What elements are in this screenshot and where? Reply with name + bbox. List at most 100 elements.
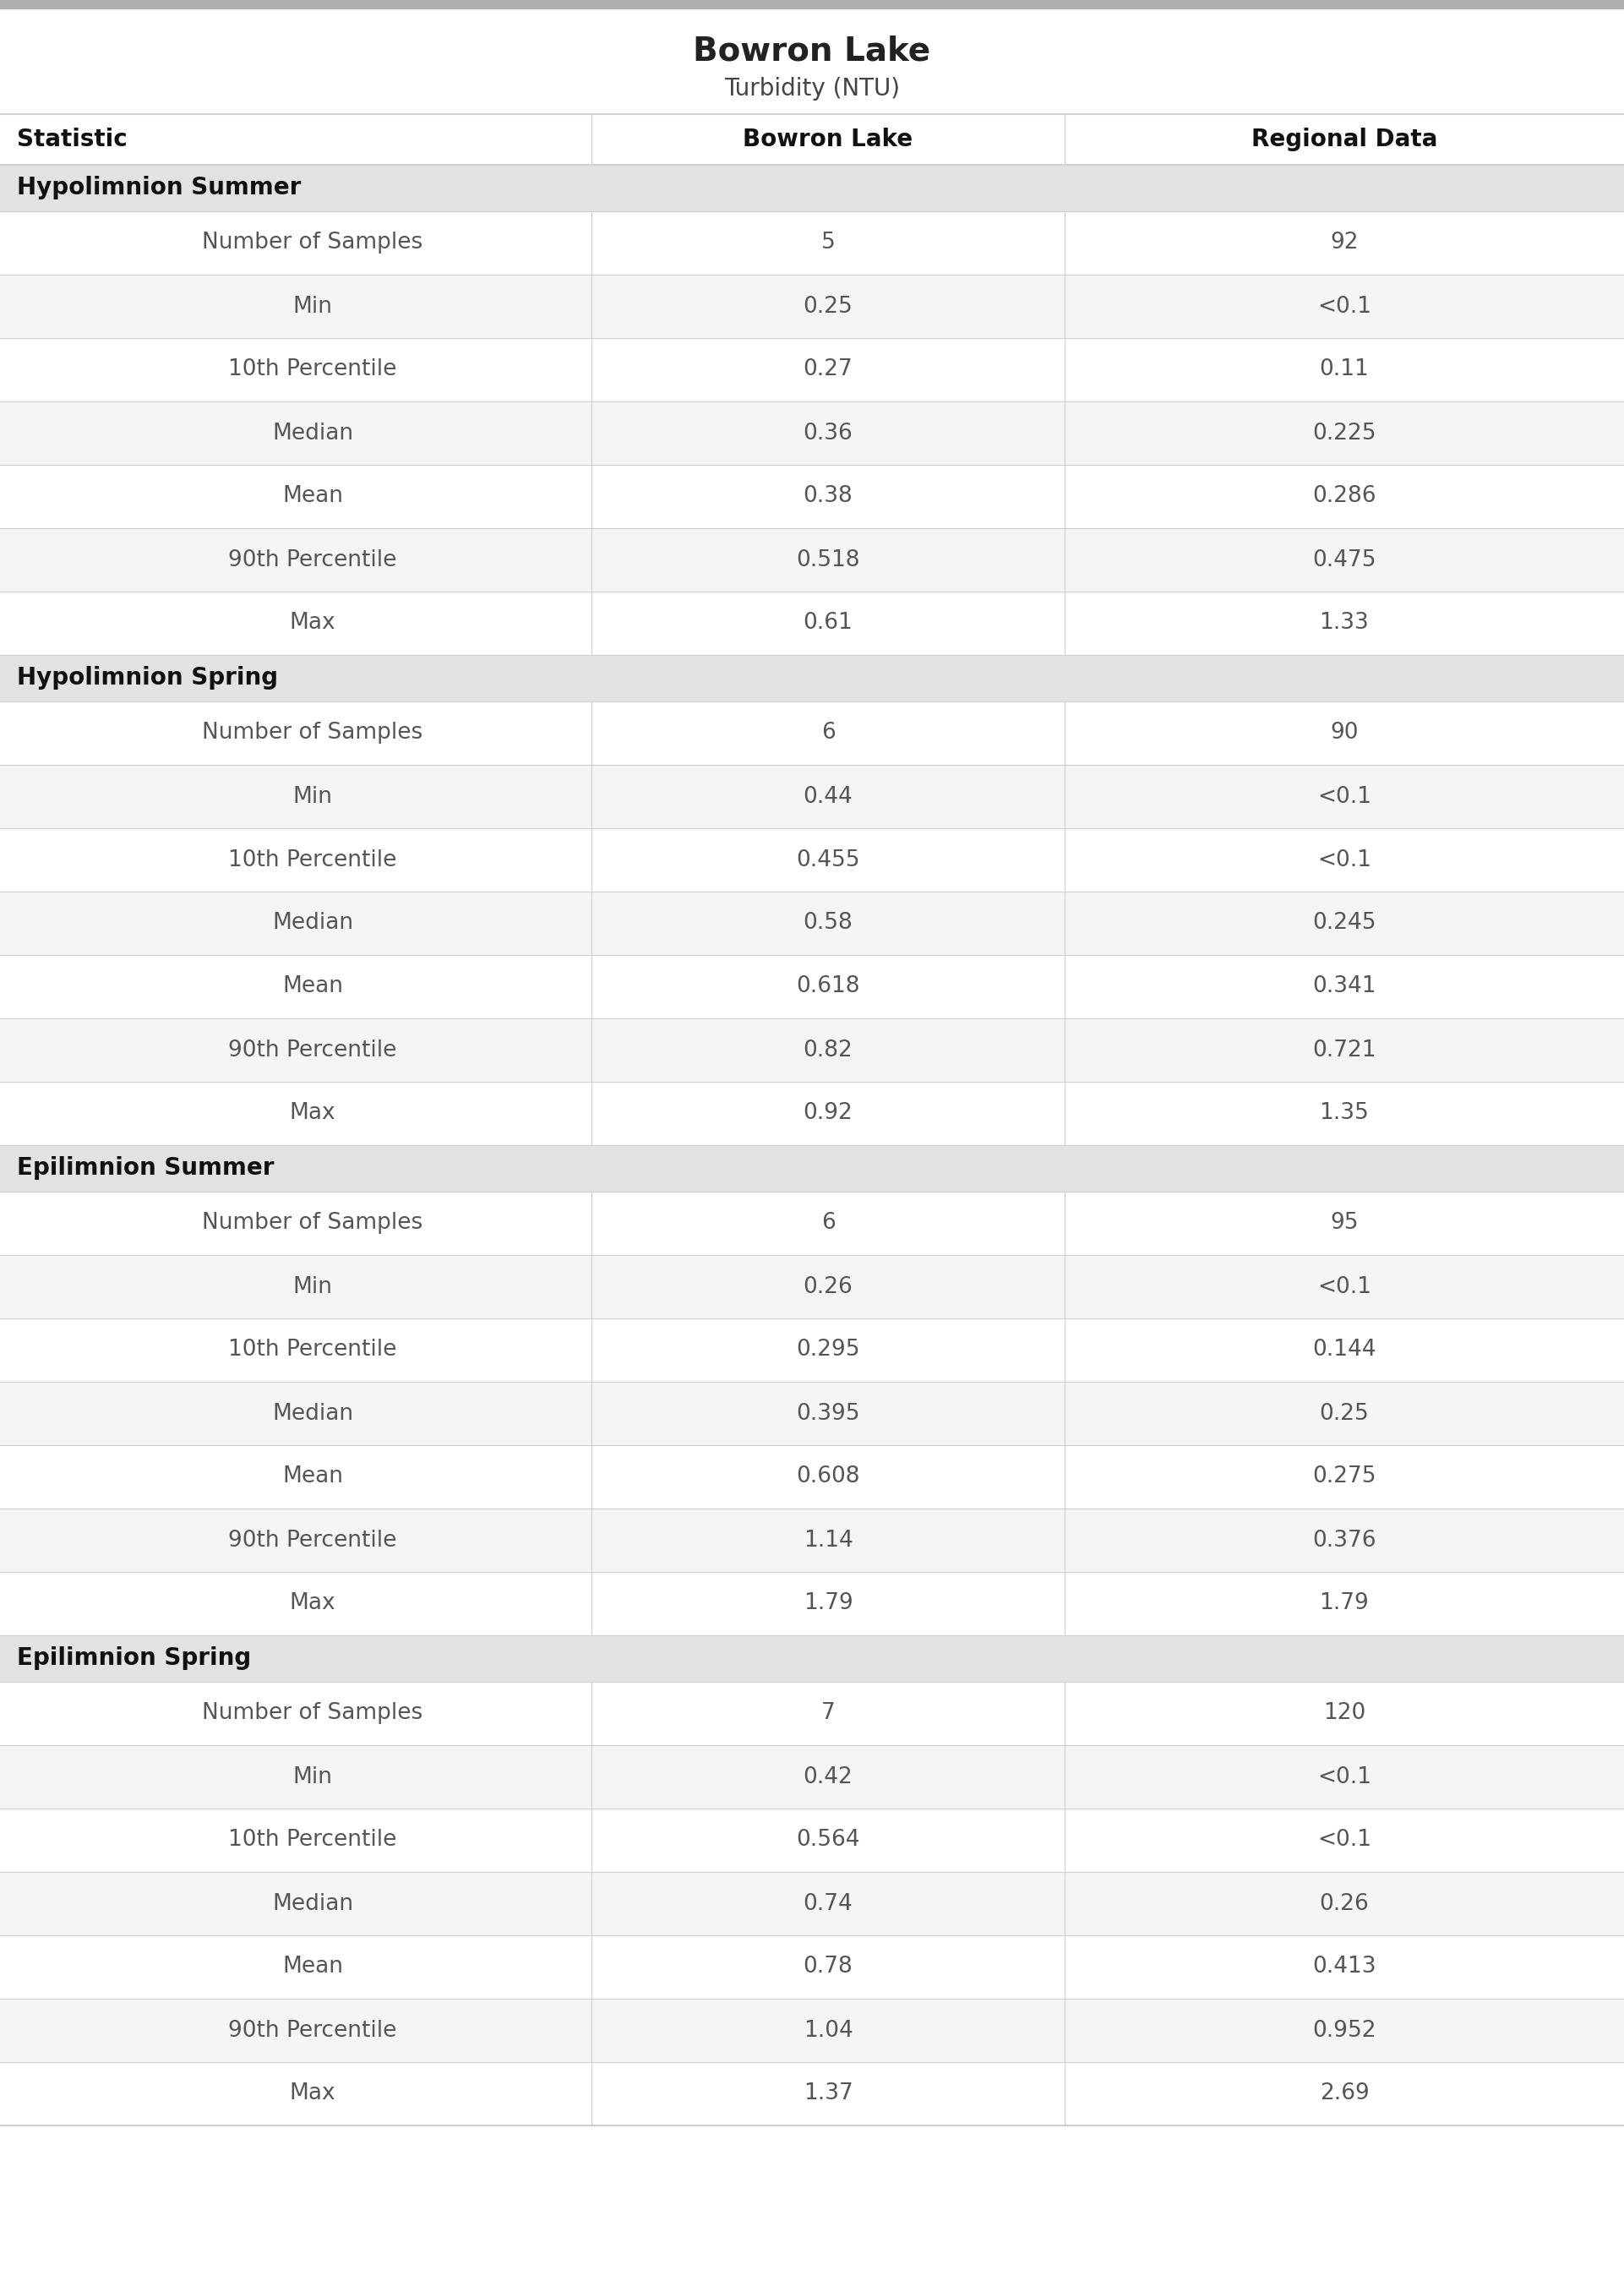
- Text: 1.79: 1.79: [804, 1594, 853, 1614]
- Text: 0.608: 0.608: [796, 1466, 861, 1487]
- Text: Hypolimnion Summer: Hypolimnion Summer: [16, 177, 300, 200]
- Bar: [0, 829, 1624, 892]
- Text: 0.455: 0.455: [796, 849, 861, 872]
- Text: 95: 95: [1330, 1212, 1358, 1235]
- Text: 1.37: 1.37: [804, 2084, 853, 2104]
- Bar: [0, 114, 1624, 166]
- Text: 0.26: 0.26: [804, 1276, 853, 1298]
- Text: Mean: Mean: [283, 1466, 343, 1487]
- Text: <0.1: <0.1: [1317, 1830, 1371, 1852]
- Text: 90th Percentile: 90th Percentile: [229, 2020, 396, 2041]
- Bar: [0, 211, 1624, 275]
- Bar: [0, 2061, 1624, 2125]
- Bar: [0, 166, 1624, 211]
- Bar: [0, 338, 1624, 402]
- Bar: [0, 1144, 1624, 1192]
- Text: 0.618: 0.618: [796, 976, 861, 999]
- Text: Epilimnion Spring: Epilimnion Spring: [16, 1646, 252, 1671]
- Text: 0.245: 0.245: [1312, 913, 1376, 935]
- Text: 0.518: 0.518: [796, 549, 861, 570]
- Text: Median: Median: [273, 422, 354, 445]
- Bar: [0, 402, 1624, 465]
- Text: 1.35: 1.35: [1320, 1103, 1369, 1124]
- Text: Median: Median: [273, 913, 354, 935]
- Bar: [0, 956, 1624, 1019]
- Text: <0.1: <0.1: [1317, 295, 1371, 318]
- Text: Regional Data: Regional Data: [1250, 127, 1437, 152]
- Bar: [0, 1936, 1624, 1998]
- Text: <0.1: <0.1: [1317, 785, 1371, 808]
- Bar: [0, 1382, 1624, 1446]
- Text: 90th Percentile: 90th Percentile: [229, 1040, 396, 1060]
- Text: 0.61: 0.61: [804, 613, 853, 633]
- Bar: [0, 1510, 1624, 1571]
- Text: 0.376: 0.376: [1312, 1530, 1376, 1550]
- Bar: [0, 1192, 1624, 1255]
- Text: 0.26: 0.26: [1320, 1893, 1369, 1914]
- Text: 0.92: 0.92: [804, 1103, 853, 1124]
- Text: 0.44: 0.44: [804, 785, 853, 808]
- Bar: [0, 0, 1624, 9]
- Text: 0.286: 0.286: [1312, 486, 1376, 508]
- Text: 0.58: 0.58: [804, 913, 853, 935]
- Text: Min: Min: [292, 295, 333, 318]
- Bar: [0, 701, 1624, 765]
- Text: 0.395: 0.395: [796, 1403, 861, 1426]
- Text: 0.36: 0.36: [804, 422, 853, 445]
- Text: 0.25: 0.25: [1320, 1403, 1369, 1426]
- Text: Max: Max: [289, 1594, 336, 1614]
- Text: 0.144: 0.144: [1312, 1339, 1376, 1362]
- Text: 0.413: 0.413: [1312, 1957, 1376, 1977]
- Text: 1.14: 1.14: [804, 1530, 853, 1550]
- Bar: [0, 1682, 1624, 1746]
- Text: <0.1: <0.1: [1317, 849, 1371, 872]
- Text: 90: 90: [1330, 722, 1358, 745]
- Text: 10th Percentile: 10th Percentile: [229, 1339, 396, 1362]
- Bar: [0, 465, 1624, 529]
- Text: Mean: Mean: [283, 976, 343, 999]
- Text: 0.225: 0.225: [1312, 422, 1376, 445]
- Text: Max: Max: [289, 2084, 336, 2104]
- Text: Epilimnion Summer: Epilimnion Summer: [16, 1155, 274, 1180]
- Text: 0.27: 0.27: [804, 359, 853, 381]
- Text: 90th Percentile: 90th Percentile: [229, 1530, 396, 1550]
- Text: 92: 92: [1330, 232, 1358, 254]
- Text: <0.1: <0.1: [1317, 1766, 1371, 1789]
- Text: 0.38: 0.38: [804, 486, 853, 508]
- Text: 6: 6: [822, 722, 835, 745]
- Bar: [0, 892, 1624, 956]
- Text: Bowron Lake: Bowron Lake: [693, 34, 931, 66]
- Text: Statistic: Statistic: [16, 127, 127, 152]
- Text: 0.42: 0.42: [804, 1766, 853, 1789]
- Text: 0.74: 0.74: [804, 1893, 853, 1914]
- Bar: [0, 529, 1624, 592]
- Text: 0.78: 0.78: [804, 1957, 853, 1977]
- Text: Max: Max: [289, 613, 336, 633]
- Bar: [0, 1571, 1624, 1634]
- Text: Median: Median: [273, 1893, 354, 1914]
- Bar: [0, 1255, 1624, 1319]
- Text: Mean: Mean: [283, 1957, 343, 1977]
- Text: 0.275: 0.275: [1312, 1466, 1376, 1487]
- Text: Number of Samples: Number of Samples: [203, 1702, 422, 1725]
- Bar: [0, 656, 1624, 701]
- Text: Max: Max: [289, 1103, 336, 1124]
- Text: 2.69: 2.69: [1320, 2084, 1369, 2104]
- Text: 1.79: 1.79: [1320, 1594, 1369, 1614]
- Text: Bowron Lake: Bowron Lake: [744, 127, 913, 152]
- Text: 1.04: 1.04: [804, 2020, 853, 2041]
- Bar: [0, 1809, 1624, 1873]
- Text: Number of Samples: Number of Samples: [203, 232, 422, 254]
- Text: Median: Median: [273, 1403, 354, 1426]
- Bar: [0, 1634, 1624, 1682]
- Text: Min: Min: [292, 1766, 333, 1789]
- Text: 90th Percentile: 90th Percentile: [229, 549, 396, 570]
- Bar: [0, 592, 1624, 656]
- Text: 0.721: 0.721: [1312, 1040, 1376, 1060]
- Text: 0.11: 0.11: [1320, 359, 1369, 381]
- Text: <0.1: <0.1: [1317, 1276, 1371, 1298]
- Bar: [0, 765, 1624, 829]
- Text: 10th Percentile: 10th Percentile: [229, 1830, 396, 1852]
- Text: 5: 5: [822, 232, 835, 254]
- Text: Hypolimnion Spring: Hypolimnion Spring: [16, 667, 278, 690]
